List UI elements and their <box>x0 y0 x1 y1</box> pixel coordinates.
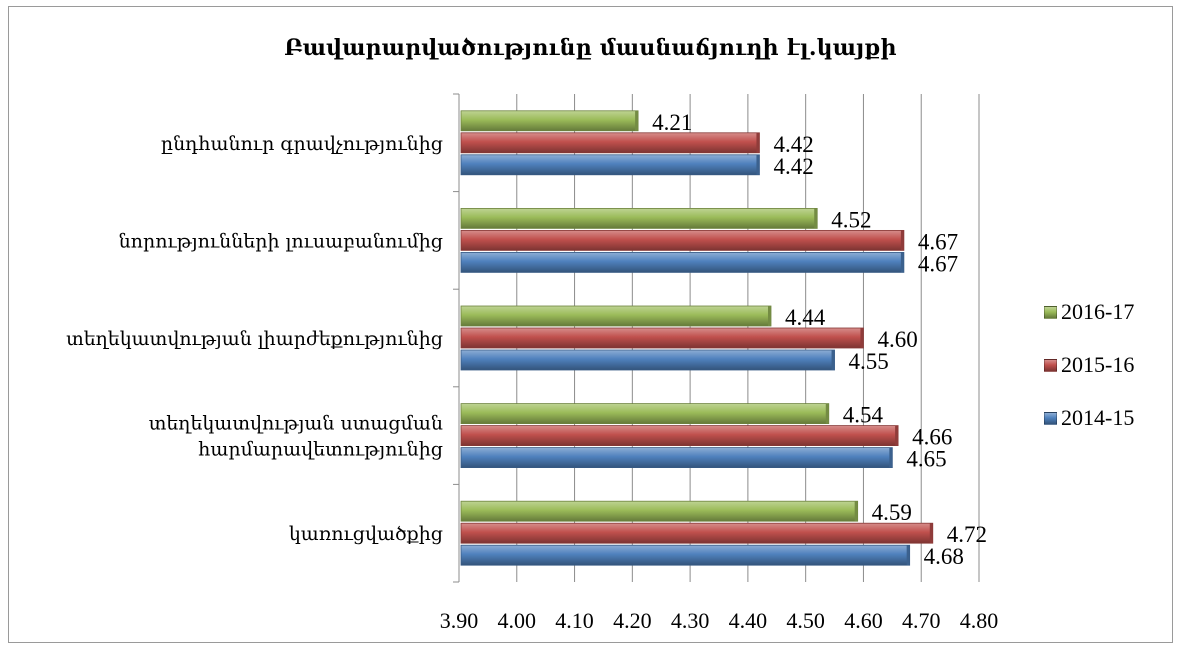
x-tick-label: 4.30 <box>671 608 710 633</box>
bar-end-cap <box>831 350 835 370</box>
x-tick-label: 4.10 <box>555 608 594 633</box>
bar-end-cap <box>929 523 933 544</box>
chart-frame: Բավարարվածությունը մասնաճյուղի էլ.կայքի … <box>8 6 1173 643</box>
category-label: ընդհանուր գրավչությունից <box>161 133 443 155</box>
bar-2016-17 <box>460 207 818 229</box>
category-label: տեղեկատվության լիարժեքությունից <box>66 328 443 350</box>
bar-2015-16 <box>460 327 864 349</box>
x-tick-label: 4.00 <box>498 608 537 633</box>
bar-2016-17 <box>460 110 639 132</box>
bar-end-cap <box>635 110 639 131</box>
data-label: 4.67 <box>918 229 958 254</box>
data-label: 4.65 <box>906 447 946 472</box>
data-label: 4.44 <box>785 305 826 330</box>
bar-end-cap <box>860 328 864 348</box>
chart-legend: 2016-17 2015-16 2014-15 <box>1044 297 1134 456</box>
data-label: 4.55 <box>849 349 889 374</box>
bar-end-cap <box>825 403 829 424</box>
bar-chart-plot: 3.90 4.00 4.10 4.20 4.30 4.40 4.50 4.60 4.70 4.80… <box>66 93 999 633</box>
data-label: 4.52 <box>831 207 871 232</box>
data-label: 4.66 <box>912 425 952 450</box>
x-tick-label: 4.50 <box>786 608 825 633</box>
bar-2015-16 <box>460 425 899 447</box>
legend-item: 2016-17 <box>1044 297 1134 327</box>
legend-label: 2016-17 <box>1061 299 1135 324</box>
data-label: 4.42 <box>773 132 813 157</box>
bar-end-cap <box>854 501 858 522</box>
data-label: 4.42 <box>773 154 813 179</box>
bar-end-cap <box>900 252 904 273</box>
legend-swatch <box>1044 358 1057 372</box>
category-label: տեղեկատվության ստացման հարմարավետությունի… <box>149 413 443 461</box>
legend-swatch <box>1044 305 1057 319</box>
data-label: 4.68 <box>924 544 964 569</box>
x-tick-label: 3.90 <box>440 608 479 633</box>
data-label: 4.72 <box>947 522 987 547</box>
bar-2016-17 <box>460 305 772 327</box>
bar-2014-15 <box>460 447 893 469</box>
bar-2014-15 <box>460 154 760 176</box>
bar-end-cap <box>814 208 818 229</box>
bar-end-cap <box>756 132 760 153</box>
bar-2015-16 <box>460 132 760 154</box>
category-label: նորությունների լուսաբանումից <box>119 230 443 252</box>
bar-2014-15 <box>460 544 911 566</box>
x-tick-label: 4.20 <box>613 608 652 633</box>
bar-end-cap <box>900 230 904 251</box>
bar-2015-16 <box>460 522 934 544</box>
data-label: 4.67 <box>918 251 958 276</box>
bar-2014-15 <box>460 251 905 273</box>
bar-end-cap <box>895 425 899 446</box>
bar-2015-16 <box>460 229 905 251</box>
data-label: 4.21 <box>652 110 692 135</box>
x-tick-label: 4.60 <box>844 608 883 633</box>
x-tick-label: 4.80 <box>960 608 999 633</box>
legend-item: 2015-16 <box>1044 350 1134 380</box>
bar-2016-17 <box>460 500 859 522</box>
legend-label: 2015-16 <box>1061 352 1135 377</box>
bar-end-cap <box>756 154 760 175</box>
data-label: 4.59 <box>872 500 912 525</box>
category-label: կառուցվածքից <box>289 523 443 545</box>
bar-2016-17 <box>460 403 830 425</box>
bar-end-cap <box>889 447 893 468</box>
chart-title: Բավարարվածությունը մասնաճյուղի էլ.կայքի <box>284 35 897 61</box>
bar-end-cap <box>768 306 771 326</box>
legend-swatch <box>1044 411 1057 425</box>
x-tick-label: 4.40 <box>729 608 768 633</box>
data-label: 4.54 <box>843 403 884 428</box>
bar-end-cap <box>906 545 910 566</box>
legend-item: 2014-15 <box>1044 403 1134 433</box>
data-label: 4.60 <box>877 327 917 352</box>
bar-2014-15 <box>460 349 835 371</box>
x-tick-label: 4.70 <box>902 608 941 633</box>
legend-label: 2014-15 <box>1061 405 1135 430</box>
